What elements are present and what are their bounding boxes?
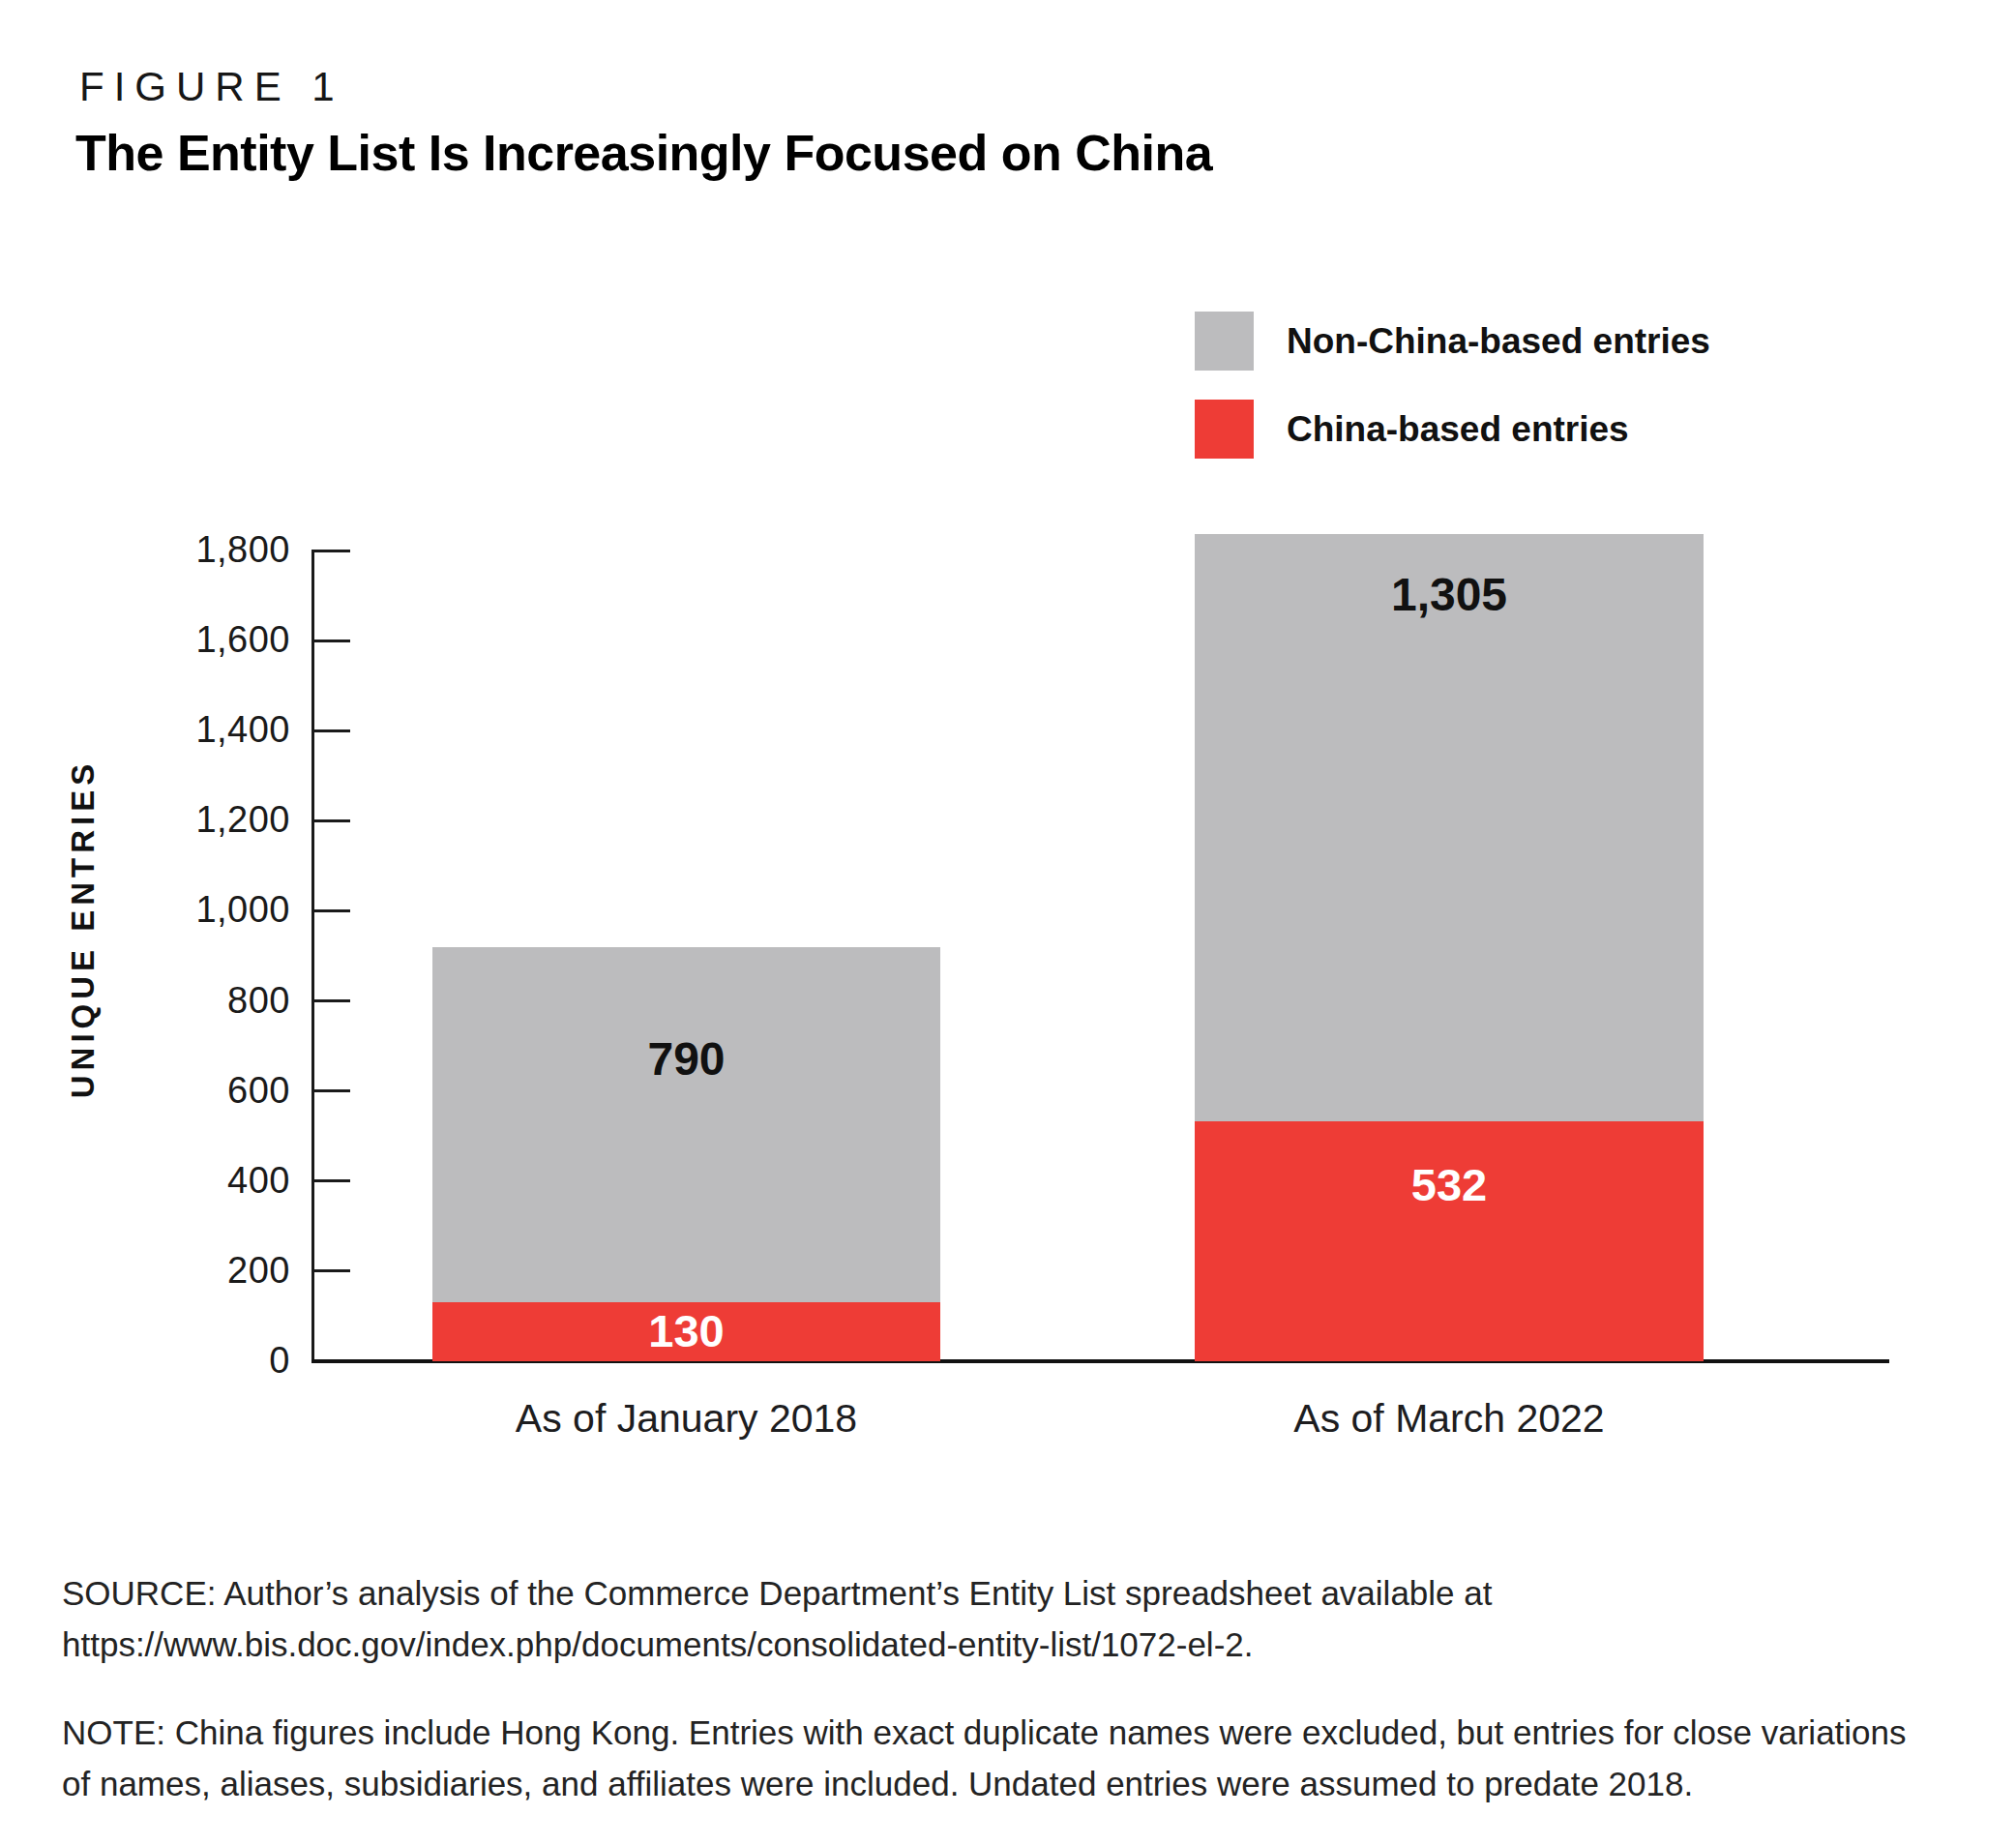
y-axis-tick (311, 729, 350, 732)
category-label: As of March 2022 (1195, 1396, 1704, 1442)
y-axis-tick (311, 1179, 350, 1182)
source-text: SOURCE: Author’s analysis of the Commerc… (62, 1567, 1492, 1670)
bar-segment-non-china: 790 (432, 947, 940, 1303)
y-axis-tick (311, 1089, 350, 1092)
y-axis-tick-label: 1,400 (68, 709, 290, 751)
source-line: SOURCE: Author’s analysis of the Commerc… (62, 1567, 1492, 1619)
bar-value-label-non-china: 1,305 (1195, 568, 1704, 621)
y-axis-tick (311, 909, 350, 912)
bar-segment-china: 130 (432, 1302, 940, 1361)
y-axis-tick-label: 800 (68, 980, 290, 1022)
note-text: NOTE: China figures include Hong Kong. E… (62, 1707, 1907, 1809)
bar-value-label-non-china: 790 (432, 1032, 940, 1086)
note-line: NOTE: China figures include Hong Kong. E… (62, 1707, 1907, 1758)
y-axis-tick-label: 1,600 (68, 619, 290, 661)
y-axis-tick-label: 200 (68, 1250, 290, 1292)
y-axis-tick-label: 600 (68, 1070, 290, 1112)
y-axis-line (311, 551, 314, 1361)
figure-canvas: FIGURE 1 The Entity List Is Increasingly… (0, 0, 2016, 1845)
y-axis-tick (311, 640, 350, 642)
category-label: As of January 2018 (432, 1396, 940, 1442)
y-axis-tick-label: 1,200 (68, 799, 290, 841)
source-line: https://www.bis.doc.gov/index.php/docume… (62, 1619, 1492, 1670)
y-axis-tick-label: 0 (68, 1340, 290, 1382)
y-axis-tick-label: 400 (68, 1160, 290, 1202)
y-axis-tick (311, 999, 350, 1002)
bar-value-label-china: 532 (1195, 1158, 1704, 1211)
note-line: of names, aliases, subsidiaries, and aff… (62, 1758, 1907, 1809)
y-axis-tick-label: 1,000 (68, 889, 290, 931)
y-axis-tick-label: 1,800 (68, 529, 290, 571)
bar-value-label-china: 130 (432, 1302, 940, 1361)
y-axis-tick (311, 550, 350, 552)
y-axis-tick (311, 1269, 350, 1272)
y-axis-tick (311, 819, 350, 822)
bar-segment-china: 532 (1195, 1121, 1704, 1361)
bar-segment-non-china: 1,305 (1195, 534, 1704, 1122)
